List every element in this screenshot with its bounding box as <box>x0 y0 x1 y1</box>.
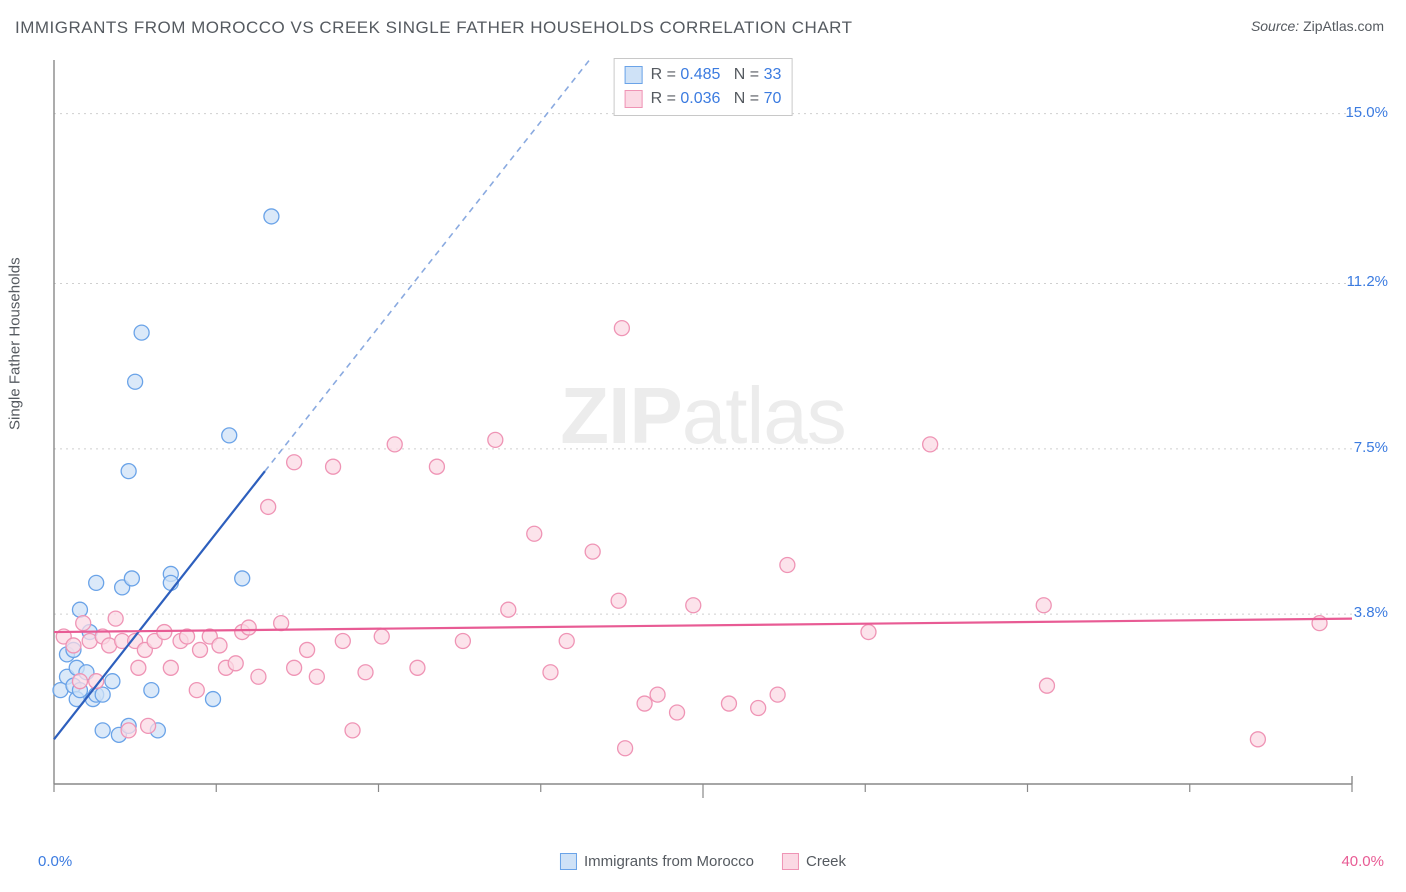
legend-swatch <box>625 90 643 108</box>
x-legend-item: Creek <box>782 853 846 870</box>
y-axis-label: Single Father Households <box>7 257 24 430</box>
y-tick-label: 15.0% <box>1345 104 1388 121</box>
y-tick-label: 7.5% <box>1354 439 1388 456</box>
corr-legend-text: R = 0.485 N = 33 <box>651 63 782 87</box>
x-axis-min-label: 0.0% <box>38 853 72 870</box>
legend-label: Immigrants from Morocco <box>584 853 754 870</box>
correlation-legend: R = 0.485 N = 33R = 0.036 N = 70 <box>614 58 793 116</box>
chart-title: IMMIGRANTS FROM MOROCCO VS CREEK SINGLE … <box>15 18 853 38</box>
x-axis-legend: Immigrants from Morocco Creek <box>560 853 846 870</box>
x-axis-max-label: 40.0% <box>1341 853 1384 870</box>
source-attribution: Source: ZipAtlas.com <box>1251 18 1384 34</box>
y-tick-label: 11.2% <box>1347 273 1388 290</box>
legend-swatch <box>560 853 577 870</box>
plot-svg <box>52 52 1382 812</box>
source-value: ZipAtlas.com <box>1303 18 1384 34</box>
corr-legend-row: R = 0.485 N = 33 <box>625 63 782 87</box>
corr-legend-text: R = 0.036 N = 70 <box>651 87 782 111</box>
x-legend-item: Immigrants from Morocco <box>560 853 754 870</box>
scatter-plot <box>52 52 1382 812</box>
legend-swatch <box>625 66 643 84</box>
legend-label: Creek <box>806 853 846 870</box>
y-tick-label: 3.8% <box>1354 604 1388 621</box>
corr-legend-row: R = 0.036 N = 70 <box>625 87 782 111</box>
legend-swatch <box>782 853 799 870</box>
source-label: Source: <box>1251 18 1299 34</box>
